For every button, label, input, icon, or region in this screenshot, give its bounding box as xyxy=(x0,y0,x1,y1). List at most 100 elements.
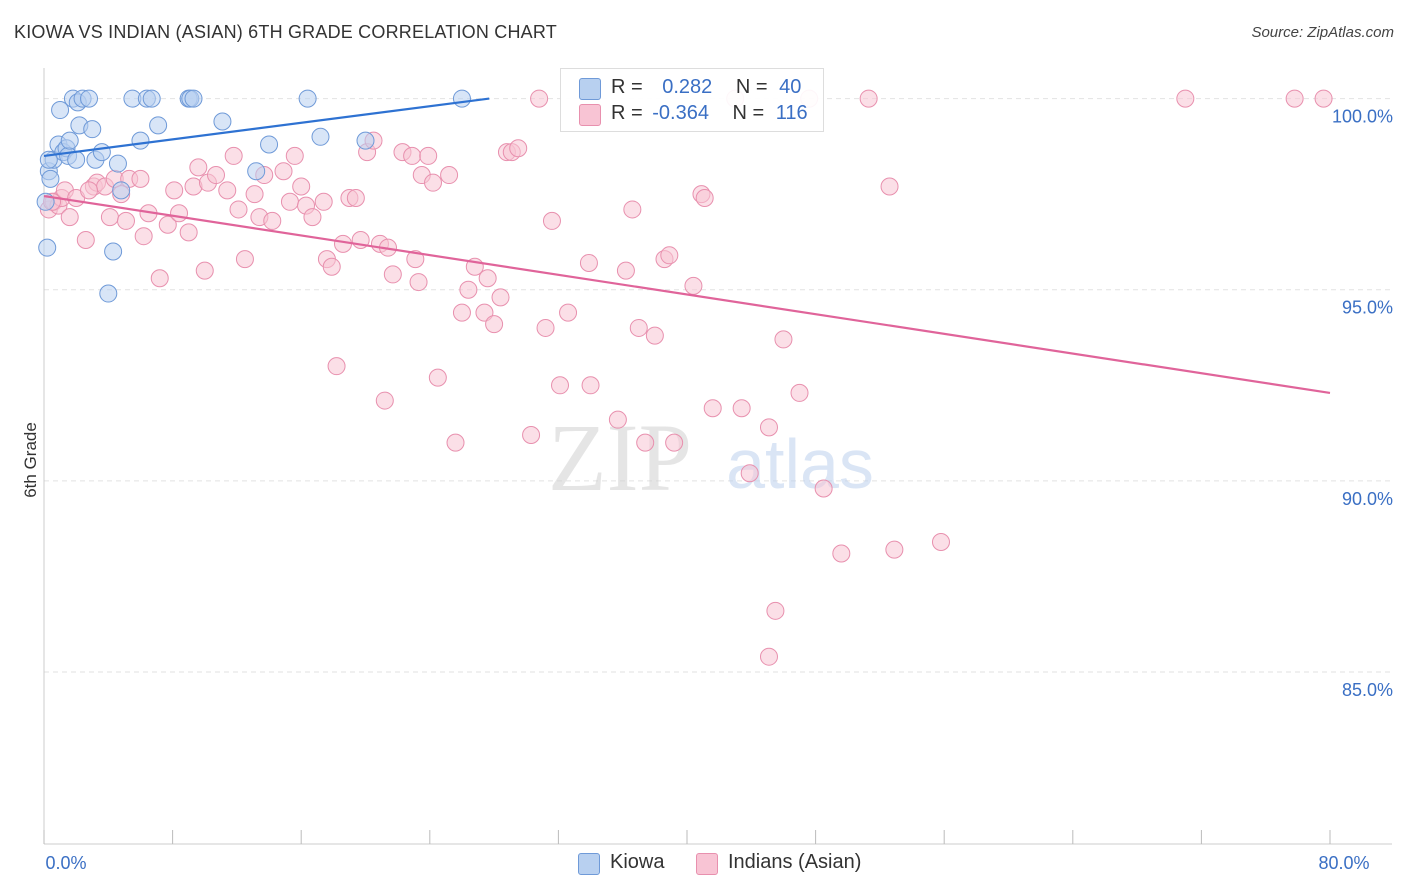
kiowa-point xyxy=(149,116,168,135)
indian-point xyxy=(509,139,528,158)
indian-point xyxy=(608,410,627,429)
indian-point xyxy=(116,211,135,230)
indian-point xyxy=(485,315,504,334)
indian-point xyxy=(459,280,478,299)
kiowa-point xyxy=(41,169,60,188)
indian-r-label: R = xyxy=(611,102,643,124)
indian-point xyxy=(134,227,153,246)
kiowa-point xyxy=(311,127,330,146)
y-axis-label: 6th Grade xyxy=(21,422,40,498)
indian-point xyxy=(189,158,208,177)
indian-point xyxy=(179,223,198,242)
indian-point xyxy=(428,368,447,387)
indian-point xyxy=(170,204,189,223)
indian-point xyxy=(522,425,541,444)
indian-point xyxy=(559,303,578,322)
kiowa-point xyxy=(131,131,150,150)
kiowa-point xyxy=(51,101,70,120)
kiowa-r-value: 0.282 xyxy=(662,76,713,98)
grid-layer xyxy=(44,98,1392,673)
indian-point xyxy=(623,200,642,219)
kiowa-point xyxy=(298,89,317,108)
indian-point xyxy=(645,326,664,345)
indian-point xyxy=(790,383,809,402)
kiowa-point xyxy=(108,154,127,173)
indian-point xyxy=(536,318,555,337)
indian-point xyxy=(403,146,422,165)
y-tick-label: 85.0% xyxy=(1342,680,1393,700)
indian-point xyxy=(931,533,950,552)
indian-point xyxy=(424,173,443,192)
indian-point xyxy=(346,188,365,207)
x-tick-label: 80.0% xyxy=(1318,853,1369,873)
indian-point xyxy=(832,544,851,563)
indian-point xyxy=(165,181,184,200)
indian-point xyxy=(322,257,341,276)
kiowa-point xyxy=(83,120,102,139)
indian-point xyxy=(551,376,570,395)
x-tick-label: 0.0% xyxy=(45,853,86,873)
indian-point xyxy=(229,200,248,219)
bottom-kiowa-label: Kiowa xyxy=(610,851,665,873)
indian-point xyxy=(581,376,600,395)
correlation-legend: R = 0.282 N = 40 R = -0.364 N = 116 xyxy=(560,68,824,132)
indian-point xyxy=(263,211,282,230)
kiowa-point xyxy=(104,242,123,261)
kiowa-point xyxy=(356,131,375,150)
chart-title: KIOWA VS INDIAN (ASIAN) 6TH GRADE CORREL… xyxy=(14,22,557,42)
kiowa-n-label: N = xyxy=(735,76,768,98)
kiowa-point xyxy=(452,89,471,108)
kiowa-point xyxy=(213,112,232,131)
indian-point xyxy=(383,265,402,284)
kiowa-point xyxy=(60,131,79,150)
indian-swatch xyxy=(579,104,601,126)
kiowa-n-value: 40 xyxy=(779,76,802,98)
indian-point xyxy=(1314,89,1333,108)
indian-point xyxy=(1285,89,1304,108)
indian-point xyxy=(579,253,598,272)
indian-point xyxy=(303,208,322,227)
indian-point xyxy=(732,399,751,418)
indian-point xyxy=(684,276,703,295)
indian-point xyxy=(60,208,79,227)
indian-point xyxy=(224,146,243,165)
indian-point xyxy=(76,231,95,250)
indian-point xyxy=(660,246,679,265)
indian-point xyxy=(616,261,635,280)
indian-point xyxy=(814,479,833,498)
indian-point xyxy=(131,169,150,188)
kiowa-point xyxy=(260,135,279,154)
indian-point xyxy=(759,647,778,666)
indian-point xyxy=(774,330,793,349)
indian-point xyxy=(475,303,494,322)
kiowa-point xyxy=(92,143,111,162)
indian-point xyxy=(636,433,655,452)
indian-point xyxy=(759,418,778,437)
indian-point xyxy=(703,399,722,418)
indian-point xyxy=(530,89,549,108)
y-tick-label: 90.0% xyxy=(1342,489,1393,509)
indian-point xyxy=(629,318,648,337)
indian-point xyxy=(491,288,510,307)
indian-point xyxy=(207,166,226,185)
indian-point xyxy=(195,261,214,280)
indian-point xyxy=(218,181,237,200)
indian-point xyxy=(478,269,497,288)
kiowa-swatch xyxy=(579,78,601,100)
indian-point xyxy=(314,192,333,211)
indian-trend-line xyxy=(43,194,1331,395)
y-tick-label: 100.0% xyxy=(1332,107,1393,127)
indian-point xyxy=(880,177,899,196)
indian-point xyxy=(409,273,428,292)
points-layer xyxy=(36,89,1333,666)
bottom-indian-label: Indians (Asian) xyxy=(728,851,862,873)
kiowa-trend-line xyxy=(43,97,490,158)
indian-point xyxy=(285,146,304,165)
indian-point xyxy=(375,391,394,410)
indian-point xyxy=(695,188,714,207)
kiowa-point xyxy=(142,89,161,108)
indian-point xyxy=(446,433,465,452)
indian-point xyxy=(406,250,425,269)
watermark-atlas: atlas xyxy=(726,425,874,503)
